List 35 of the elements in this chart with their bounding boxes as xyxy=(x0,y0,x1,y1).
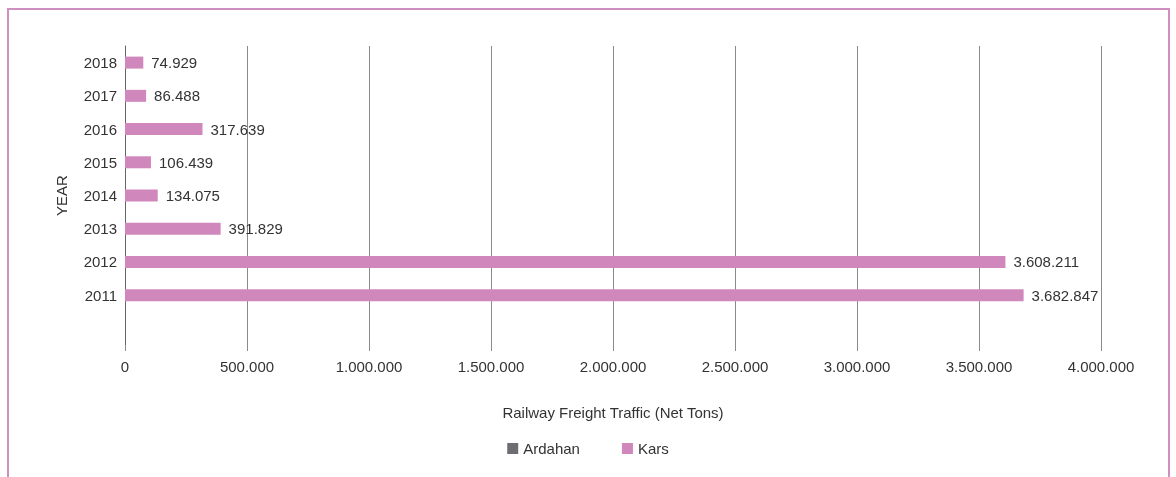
x-tick-label: 0 xyxy=(120,358,130,375)
y-tick-label: 2012 xyxy=(83,253,117,271)
legend-label: Kars xyxy=(637,440,669,457)
x-axis-title: Railway Freight Traffic (Net Tons) xyxy=(502,404,724,421)
data-label: 86.488 xyxy=(154,87,200,105)
x-tick-label: 2.000.000 xyxy=(579,358,647,375)
data-label: 74.929 xyxy=(151,54,198,72)
bar xyxy=(125,89,147,102)
y-tick-label: 2017 xyxy=(83,87,117,105)
y-tick-label: 2011 xyxy=(84,286,117,304)
bar xyxy=(125,123,203,136)
data-label: 106.439 xyxy=(158,153,214,171)
data-label: 3.608.211 xyxy=(1013,253,1080,271)
y-axis-title: YEAR xyxy=(53,174,70,216)
x-tick-label: 3.500.000 xyxy=(945,358,1013,375)
x-tick-label: 1.000.000 xyxy=(335,358,403,375)
bar xyxy=(125,222,221,235)
y-tick-label: 2014 xyxy=(83,187,117,204)
x-tick-label: 3.000.000 xyxy=(823,358,891,375)
x-tick-label: 1.500.000 xyxy=(457,358,525,375)
x-tick-label: 500.000 xyxy=(219,358,275,375)
x-tick-label: 2.500.000 xyxy=(701,358,769,375)
legend-label: Ardahan xyxy=(523,440,580,457)
y-tick-label: 2016 xyxy=(83,120,117,138)
bar xyxy=(125,156,151,169)
data-label: 134.075 xyxy=(165,187,220,204)
y-tick-label: 2013 xyxy=(83,220,117,238)
data-label: 3.682.847 xyxy=(1031,286,1099,304)
bar xyxy=(125,255,1006,268)
y-tick-label: 2018 xyxy=(83,54,117,72)
bar xyxy=(125,189,158,202)
bar xyxy=(125,56,144,69)
y-tick-label: 2015 xyxy=(83,153,117,171)
x-tick-label: 4.000.000 xyxy=(1067,358,1135,375)
bar xyxy=(125,289,1024,302)
